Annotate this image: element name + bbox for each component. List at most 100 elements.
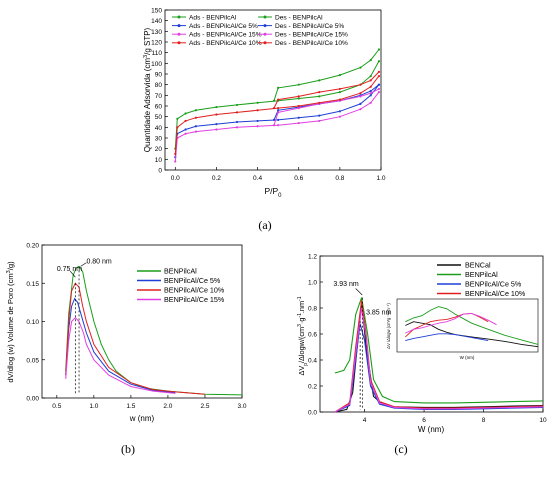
chart-a-data-point	[297, 104, 300, 108]
chart-b-legend-label: BENPilcAl/Ce 5%	[164, 276, 221, 285]
chart-c-legend-label: BENPilcAl/Ce 5%	[465, 280, 522, 289]
chart-a-data-point	[277, 109, 280, 112]
chart-b-legend-label: BENPilcAl/Ce 10%	[164, 286, 225, 295]
chart-a-data-point	[369, 89, 372, 93]
chart-c-series-line	[334, 323, 544, 413]
chart-c-y-tick-label: 1.2	[308, 254, 317, 261]
chart-a-x-tick-label: 0.8	[335, 175, 344, 182]
chart-a-data-point	[184, 128, 187, 131]
chart-a-series-line	[273, 49, 380, 101]
chart-a-data-point	[256, 125, 259, 128]
chart-a-data-point	[272, 107, 276, 110]
chart-a-data-point	[338, 73, 341, 77]
chart-a-plot-frame	[164, 9, 382, 171]
chart-c-x-tick-label: 10	[539, 417, 547, 424]
chart-c-inset-frame	[396, 298, 539, 353]
chart-c: 4 6 8 10 0.0 0.2 0.4 0.6 0.8 1.0 1.2 3.93 nm 3.85 nm…	[297, 254, 547, 435]
chart-b-y-axis-label: dV/dlog (w) Volume de Poro (cm3/g)	[6, 261, 15, 383]
chart-a-data-point	[174, 152, 177, 156]
chart-b-series-line	[65, 316, 176, 394]
chart-a-legend-label: Des - BENPilcAl	[275, 14, 323, 21]
chart-c-inset: ΔV /Δlogw (cm³g⁻¹nm⁻¹) W (nm)	[386, 298, 539, 360]
chart-a-y-tick-label: 110	[152, 50, 163, 57]
chart-a-data-point	[377, 83, 381, 86]
chart-a-data-point	[338, 91, 341, 94]
chart-a-data-point	[235, 111, 239, 114]
chart-a-data-point	[277, 107, 280, 110]
chart-a-legend-label: Des - BENPilcAl/Ce 5%	[275, 23, 344, 30]
chart-a-legend-label: Ads - BENPilcAl/Ce 5%	[189, 23, 258, 30]
chart-a-y-tick-label: 150	[151, 8, 162, 15]
chart-a-data-point	[359, 66, 362, 69]
chart-c-annotation: 3.85 nm	[366, 310, 391, 317]
chart-a-y-tick-label: 70	[155, 93, 163, 100]
chart-b-x-tick-label: 2.0	[163, 403, 172, 410]
chart-c-legend-label: BENCal	[465, 261, 491, 270]
chart-a-legend-marker	[177, 15, 181, 19]
chart-b-series-line	[65, 297, 176, 394]
chart-b-x-axis-label: w (nm)	[129, 414, 155, 423]
chart-c-legend-label: BENPilcAl/Ce 10%	[465, 289, 526, 298]
chart-c-y-tick-label: 0.0	[308, 410, 317, 417]
chart-a-data-point	[277, 111, 280, 114]
chart-a-data-point	[277, 98, 280, 101]
chart-b-y-tick-label: 0.15	[26, 281, 39, 288]
chart-b-y-tick-label: 0.20	[26, 243, 39, 250]
chart-a-data-point	[184, 132, 187, 135]
chart-a-data-point	[194, 109, 197, 112]
chart-a-data-point	[369, 75, 372, 78]
chart-a-data-point	[318, 101, 321, 104]
chart-a-data-point	[215, 105, 218, 109]
chart-a-data-point	[272, 118, 276, 121]
chart-a-data-point	[359, 95, 362, 98]
chart-a-data-point	[277, 118, 280, 121]
chart-a-series-line	[174, 84, 380, 158]
chart-a-data-point	[277, 86, 280, 89]
chart-a-data-point	[184, 112, 187, 115]
chart-a-x-tick-label: 0.2	[212, 175, 221, 182]
chart-a-data-point	[297, 107, 300, 110]
chart-a-legend-label: Ads - BENPilcAl	[189, 14, 237, 21]
chart-c-y-axis-label: ΔVp/Δlogw/(cm3·g-1.nm-1	[297, 296, 309, 375]
caption-b: (b)	[121, 442, 135, 456]
chart-c-x-tick-label: 8	[482, 417, 486, 424]
chart-c-inset-line	[405, 306, 539, 345]
chart-b-annotation-arrow	[80, 262, 87, 267]
chart-c-y-tick-label: 0.4	[308, 358, 317, 365]
chart-a-data-point	[277, 124, 280, 127]
chart-a-y-tick-label: 0	[158, 168, 162, 175]
chart-a-data-point	[377, 91, 381, 94]
chart-c-inset-x-label: W (nm)	[460, 355, 475, 360]
chart-a-data-point	[235, 103, 239, 107]
chart-c-inset-line	[405, 312, 497, 334]
chart-a-data-point	[174, 160, 177, 163]
chart-a-data-point	[369, 85, 372, 88]
caption-c: (c)	[394, 442, 408, 456]
chart-a-data-point	[297, 97, 300, 100]
chart-a-data-point	[194, 116, 197, 119]
chart-a-legend-label: Ads - BENPilcAl/Ce 10%	[189, 40, 262, 47]
chart-a-data-point	[369, 59, 372, 62]
chart-a-data-point	[272, 99, 276, 102]
chart-a-legend-marker	[263, 15, 267, 19]
chart-a-y-axis-label: Quantidade Adsorvida (cm3/g STP)	[143, 27, 152, 152]
chart-a-x-tick-label: 0.0	[171, 175, 180, 182]
chart-a-legend-marker	[177, 41, 181, 45]
chart-a-series-line	[174, 60, 380, 149]
chart-a-data-point	[297, 121, 300, 125]
chart-a-data-point	[318, 91, 321, 94]
chart-a-data-point	[377, 60, 381, 63]
chart-a-data-point	[256, 101, 259, 104]
chart-a-data-point	[235, 120, 239, 124]
chart-a-data-point	[297, 116, 300, 119]
chart-a-data-point	[377, 75, 381, 78]
chart-c-x-axis-label: W (nm)	[418, 425, 445, 434]
chart-a-y-tick-label: 10	[155, 157, 163, 164]
chart-b-x-tick-label: 0.5	[52, 403, 61, 410]
chart-a-data-point	[184, 119, 187, 123]
chart-b-legend-label: BENPilcAl	[164, 267, 197, 276]
chart-b-annotation: 0.80 nm	[86, 258, 111, 265]
chart-a-series-line	[174, 91, 380, 162]
chart-a-data-point	[297, 83, 300, 86]
